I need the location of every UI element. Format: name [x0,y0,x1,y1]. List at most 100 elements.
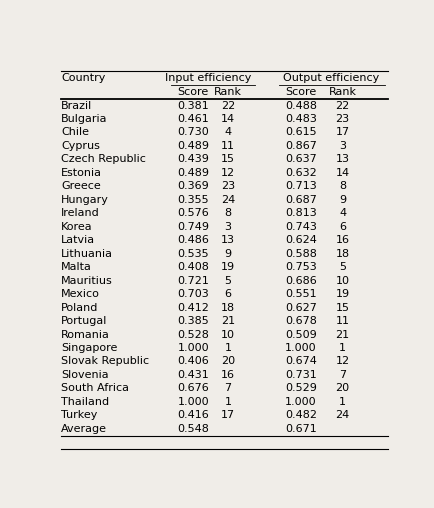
Text: Output efficiency: Output efficiency [282,73,378,83]
Text: Average: Average [61,424,107,434]
Text: 22: 22 [335,101,349,111]
Text: 1.000: 1.000 [285,343,316,353]
Text: 8: 8 [224,208,231,218]
Text: 0.753: 0.753 [285,262,316,272]
Text: 0.730: 0.730 [177,128,209,138]
Text: 18: 18 [335,249,349,259]
Text: 23: 23 [220,181,234,192]
Text: 0.461: 0.461 [177,114,209,124]
Text: Portugal: Portugal [61,316,107,326]
Text: 0.632: 0.632 [285,168,316,178]
Text: Ireland: Ireland [61,208,100,218]
Text: 6: 6 [339,222,345,232]
Text: 0.535: 0.535 [177,249,209,259]
Text: 0.731: 0.731 [285,370,316,380]
Text: 0.489: 0.489 [177,141,209,151]
Text: Hungary: Hungary [61,195,109,205]
Text: 0.381: 0.381 [177,101,209,111]
Text: 0.408: 0.408 [177,262,209,272]
Text: Country: Country [61,73,105,83]
Text: Mauritius: Mauritius [61,276,112,285]
Text: 0.483: 0.483 [285,114,316,124]
Text: 0.615: 0.615 [285,128,316,138]
Text: 0.416: 0.416 [177,410,209,421]
Text: Input efficiency: Input efficiency [164,73,250,83]
Text: Turkey: Turkey [61,410,97,421]
Text: Malta: Malta [61,262,92,272]
Text: 24: 24 [335,410,349,421]
Text: 0.369: 0.369 [177,181,209,192]
Text: 0.624: 0.624 [285,235,316,245]
Text: 21: 21 [220,316,234,326]
Text: Czech Republic: Czech Republic [61,154,146,165]
Text: 0.431: 0.431 [177,370,209,380]
Text: 0.529: 0.529 [285,384,316,393]
Text: Slovak Republic: Slovak Republic [61,357,149,366]
Text: 20: 20 [220,357,234,366]
Text: 0.486: 0.486 [177,235,209,245]
Text: 0.671: 0.671 [285,424,316,434]
Text: 10: 10 [220,330,234,339]
Text: 13: 13 [220,235,234,245]
Text: 16: 16 [335,235,349,245]
Text: 0.355: 0.355 [177,195,209,205]
Text: 9: 9 [338,195,345,205]
Text: 3: 3 [224,222,231,232]
Text: Score: Score [177,87,208,97]
Text: 22: 22 [220,101,235,111]
Text: 14: 14 [220,114,234,124]
Text: 1.000: 1.000 [177,397,209,407]
Text: 1: 1 [339,397,345,407]
Text: South Africa: South Africa [61,384,129,393]
Text: 11: 11 [335,316,349,326]
Text: 21: 21 [335,330,349,339]
Text: 0.687: 0.687 [285,195,316,205]
Text: 0.721: 0.721 [177,276,209,285]
Text: 15: 15 [220,154,234,165]
Text: 0.576: 0.576 [177,208,209,218]
Text: 24: 24 [220,195,235,205]
Text: 0.678: 0.678 [285,316,316,326]
Text: 17: 17 [220,410,234,421]
Text: 7: 7 [338,370,345,380]
Text: 5: 5 [339,262,345,272]
Text: 6: 6 [224,289,231,299]
Text: 0.749: 0.749 [177,222,209,232]
Text: Latvia: Latvia [61,235,95,245]
Text: Romania: Romania [61,330,110,339]
Text: 14: 14 [335,168,349,178]
Text: 4: 4 [338,208,345,218]
Text: 0.488: 0.488 [285,101,316,111]
Text: 3: 3 [339,141,345,151]
Text: 0.439: 0.439 [177,154,209,165]
Text: 20: 20 [335,384,349,393]
Text: 8: 8 [338,181,345,192]
Text: Singapore: Singapore [61,343,117,353]
Text: 0.676: 0.676 [177,384,209,393]
Text: 1.000: 1.000 [285,397,316,407]
Text: 5: 5 [224,276,231,285]
Text: 15: 15 [335,303,349,312]
Text: 0.588: 0.588 [285,249,316,259]
Text: Brazil: Brazil [61,101,92,111]
Text: 0.637: 0.637 [285,154,316,165]
Text: 1: 1 [224,397,231,407]
Text: Rank: Rank [214,87,241,97]
Text: 13: 13 [335,154,349,165]
Text: 4: 4 [224,128,231,138]
Text: 0.509: 0.509 [285,330,316,339]
Text: Lithuania: Lithuania [61,249,113,259]
Text: Thailand: Thailand [61,397,109,407]
Text: 1.000: 1.000 [177,343,209,353]
Text: 0.482: 0.482 [285,410,316,421]
Text: 0.412: 0.412 [177,303,209,312]
Text: 9: 9 [224,249,231,259]
Text: 16: 16 [220,370,234,380]
Text: 0.743: 0.743 [285,222,316,232]
Text: Bulgaria: Bulgaria [61,114,107,124]
Text: Estonia: Estonia [61,168,102,178]
Text: 11: 11 [220,141,234,151]
Text: 0.813: 0.813 [285,208,316,218]
Text: Slovenia: Slovenia [61,370,108,380]
Text: 0.406: 0.406 [177,357,209,366]
